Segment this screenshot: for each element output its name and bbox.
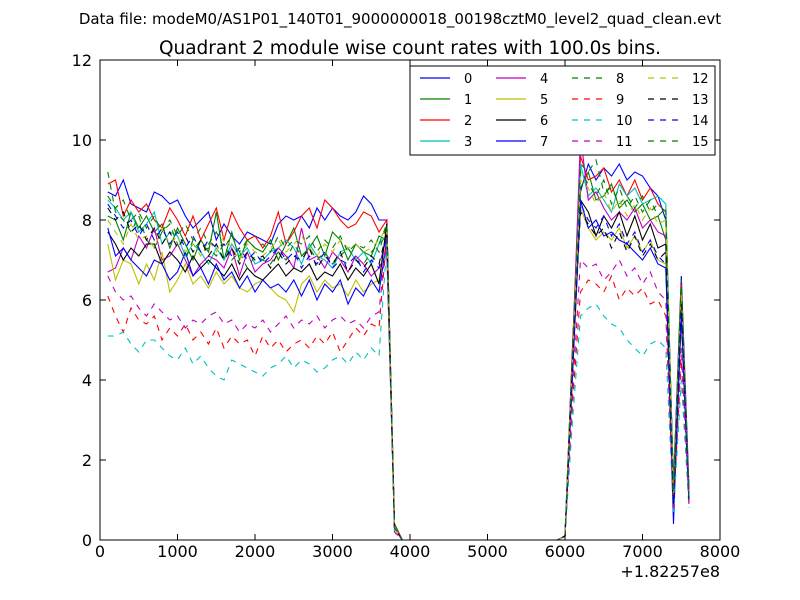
y-tick-label: 6 [82, 291, 92, 310]
figure-suptitle: Data file: modeM0/AS1P01_140T01_90000000… [79, 10, 721, 29]
legend-label-15: 15 [692, 135, 709, 150]
series-line-10 [107, 243, 690, 541]
series-line-2 [107, 155, 690, 541]
legend-label-11: 11 [616, 135, 633, 150]
y-tick-label: 12 [72, 51, 92, 70]
legend-label-14: 14 [692, 114, 709, 129]
series-line-13 [107, 207, 690, 541]
legend-label-9: 9 [616, 93, 624, 108]
y-tick-label: 4 [82, 371, 92, 390]
legend-label-8: 8 [616, 72, 624, 87]
series-layer [107, 135, 690, 541]
x-offset-label: +1.82257e8 [620, 562, 720, 581]
x-tick-label: 7000 [622, 542, 663, 561]
x-tick-label: 0 [95, 542, 105, 561]
x-tick-label: 6000 [545, 542, 586, 561]
legend-label-4: 4 [540, 72, 548, 87]
legend-label-1: 1 [464, 93, 472, 108]
chart-title: Quadrant 2 module wise count rates with … [159, 38, 661, 59]
legend-label-12: 12 [692, 72, 709, 87]
legend-label-6: 6 [540, 114, 548, 129]
x-tick-label: 2000 [235, 542, 276, 561]
legend-label-3: 3 [464, 135, 472, 150]
y-tick-label: 10 [72, 131, 92, 150]
series-line-8 [107, 158, 690, 541]
series-line-14 [107, 203, 690, 541]
y-tick-label: 2 [82, 451, 92, 470]
series-line-15 [107, 170, 690, 541]
series-line-11 [107, 231, 690, 541]
x-tick-label: 8000 [700, 542, 741, 561]
legend-label-5: 5 [540, 93, 548, 108]
legend-box [409, 65, 716, 156]
x-tick-label: 5000 [467, 542, 508, 561]
legend-label-0: 0 [464, 72, 472, 87]
x-tick-label: 4000 [390, 542, 431, 561]
legend-label-2: 2 [464, 114, 472, 129]
legend-label-10: 10 [616, 114, 633, 129]
x-tick-label: 3000 [312, 542, 353, 561]
legend-label-7: 7 [540, 135, 548, 150]
x-axis: 0 1000 2000 3000 4000 5000 6000 7000 8000 [95, 60, 740, 561]
y-tick-label: 8 [82, 211, 92, 230]
x-tick-label: 1000 [157, 542, 198, 561]
y-tick-label: 0 [82, 531, 92, 550]
legend-label-13: 13 [692, 93, 709, 108]
